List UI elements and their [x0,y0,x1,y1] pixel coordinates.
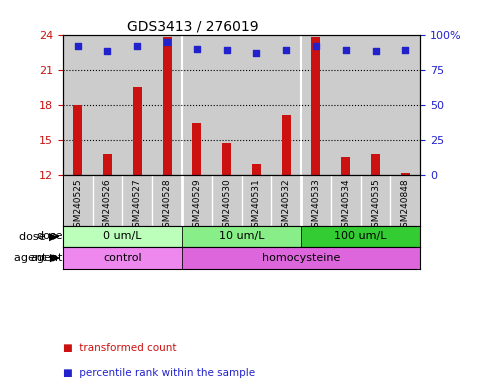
Text: GSM240527: GSM240527 [133,179,142,233]
Bar [312,37,320,175]
Bar [282,115,291,175]
Text: 0 um/L: 0 um/L [103,231,142,241]
Point [104,48,112,55]
Bar [252,164,261,175]
Point [163,38,171,45]
Bar [401,174,410,175]
Point [401,47,409,53]
Text: GSM240528: GSM240528 [163,179,171,233]
Bar [390,35,420,175]
Bar [103,154,112,175]
Bar [163,37,171,175]
Bar [182,247,420,269]
Bar [301,35,331,175]
Bar [301,225,420,247]
Bar [182,35,212,175]
Bar [271,35,301,175]
Bar [182,225,301,247]
Bar [361,35,390,175]
Bar [133,87,142,175]
Bar [152,35,182,175]
Bar [212,35,242,175]
Point [193,45,201,51]
Bar [63,225,182,247]
Text: 100 um/L: 100 um/L [334,231,387,241]
Text: agent: agent [30,253,63,263]
Point [74,43,82,49]
Point [282,47,290,53]
Text: ■  percentile rank within the sample: ■ percentile rank within the sample [63,368,255,378]
Point [342,47,350,53]
Text: GDS3413 / 276019: GDS3413 / 276019 [127,20,259,33]
Text: GSM240848: GSM240848 [401,179,410,233]
Text: GSM240532: GSM240532 [282,179,291,233]
Bar [192,123,201,175]
Text: GSM240533: GSM240533 [312,179,320,233]
Bar [242,35,271,175]
Bar [222,143,231,175]
Bar [341,157,350,175]
Text: GSM240535: GSM240535 [371,179,380,233]
Text: GSM240529: GSM240529 [192,179,201,233]
Text: GSM240530: GSM240530 [222,179,231,233]
Bar [122,35,152,175]
Text: ■  transformed count: ■ transformed count [63,343,176,353]
Bar [63,35,93,175]
Point [312,43,320,49]
Point [133,43,141,49]
Text: control: control [103,253,142,263]
Point [223,47,230,53]
Text: GSM240531: GSM240531 [252,179,261,233]
Point [372,48,380,55]
Bar [73,104,82,175]
Text: GSM240534: GSM240534 [341,179,350,233]
Text: 10 um/L: 10 um/L [219,231,264,241]
Bar [331,35,361,175]
Text: GSM240525: GSM240525 [73,179,82,233]
Text: dose ▶: dose ▶ [19,231,58,241]
Text: GSM240526: GSM240526 [103,179,112,233]
Bar [63,247,182,269]
Bar [93,35,122,175]
Point [253,50,260,56]
Text: homocysteine: homocysteine [262,253,340,263]
Text: dose: dose [36,231,63,241]
Text: agent ▶: agent ▶ [14,253,58,263]
Bar [371,154,380,175]
